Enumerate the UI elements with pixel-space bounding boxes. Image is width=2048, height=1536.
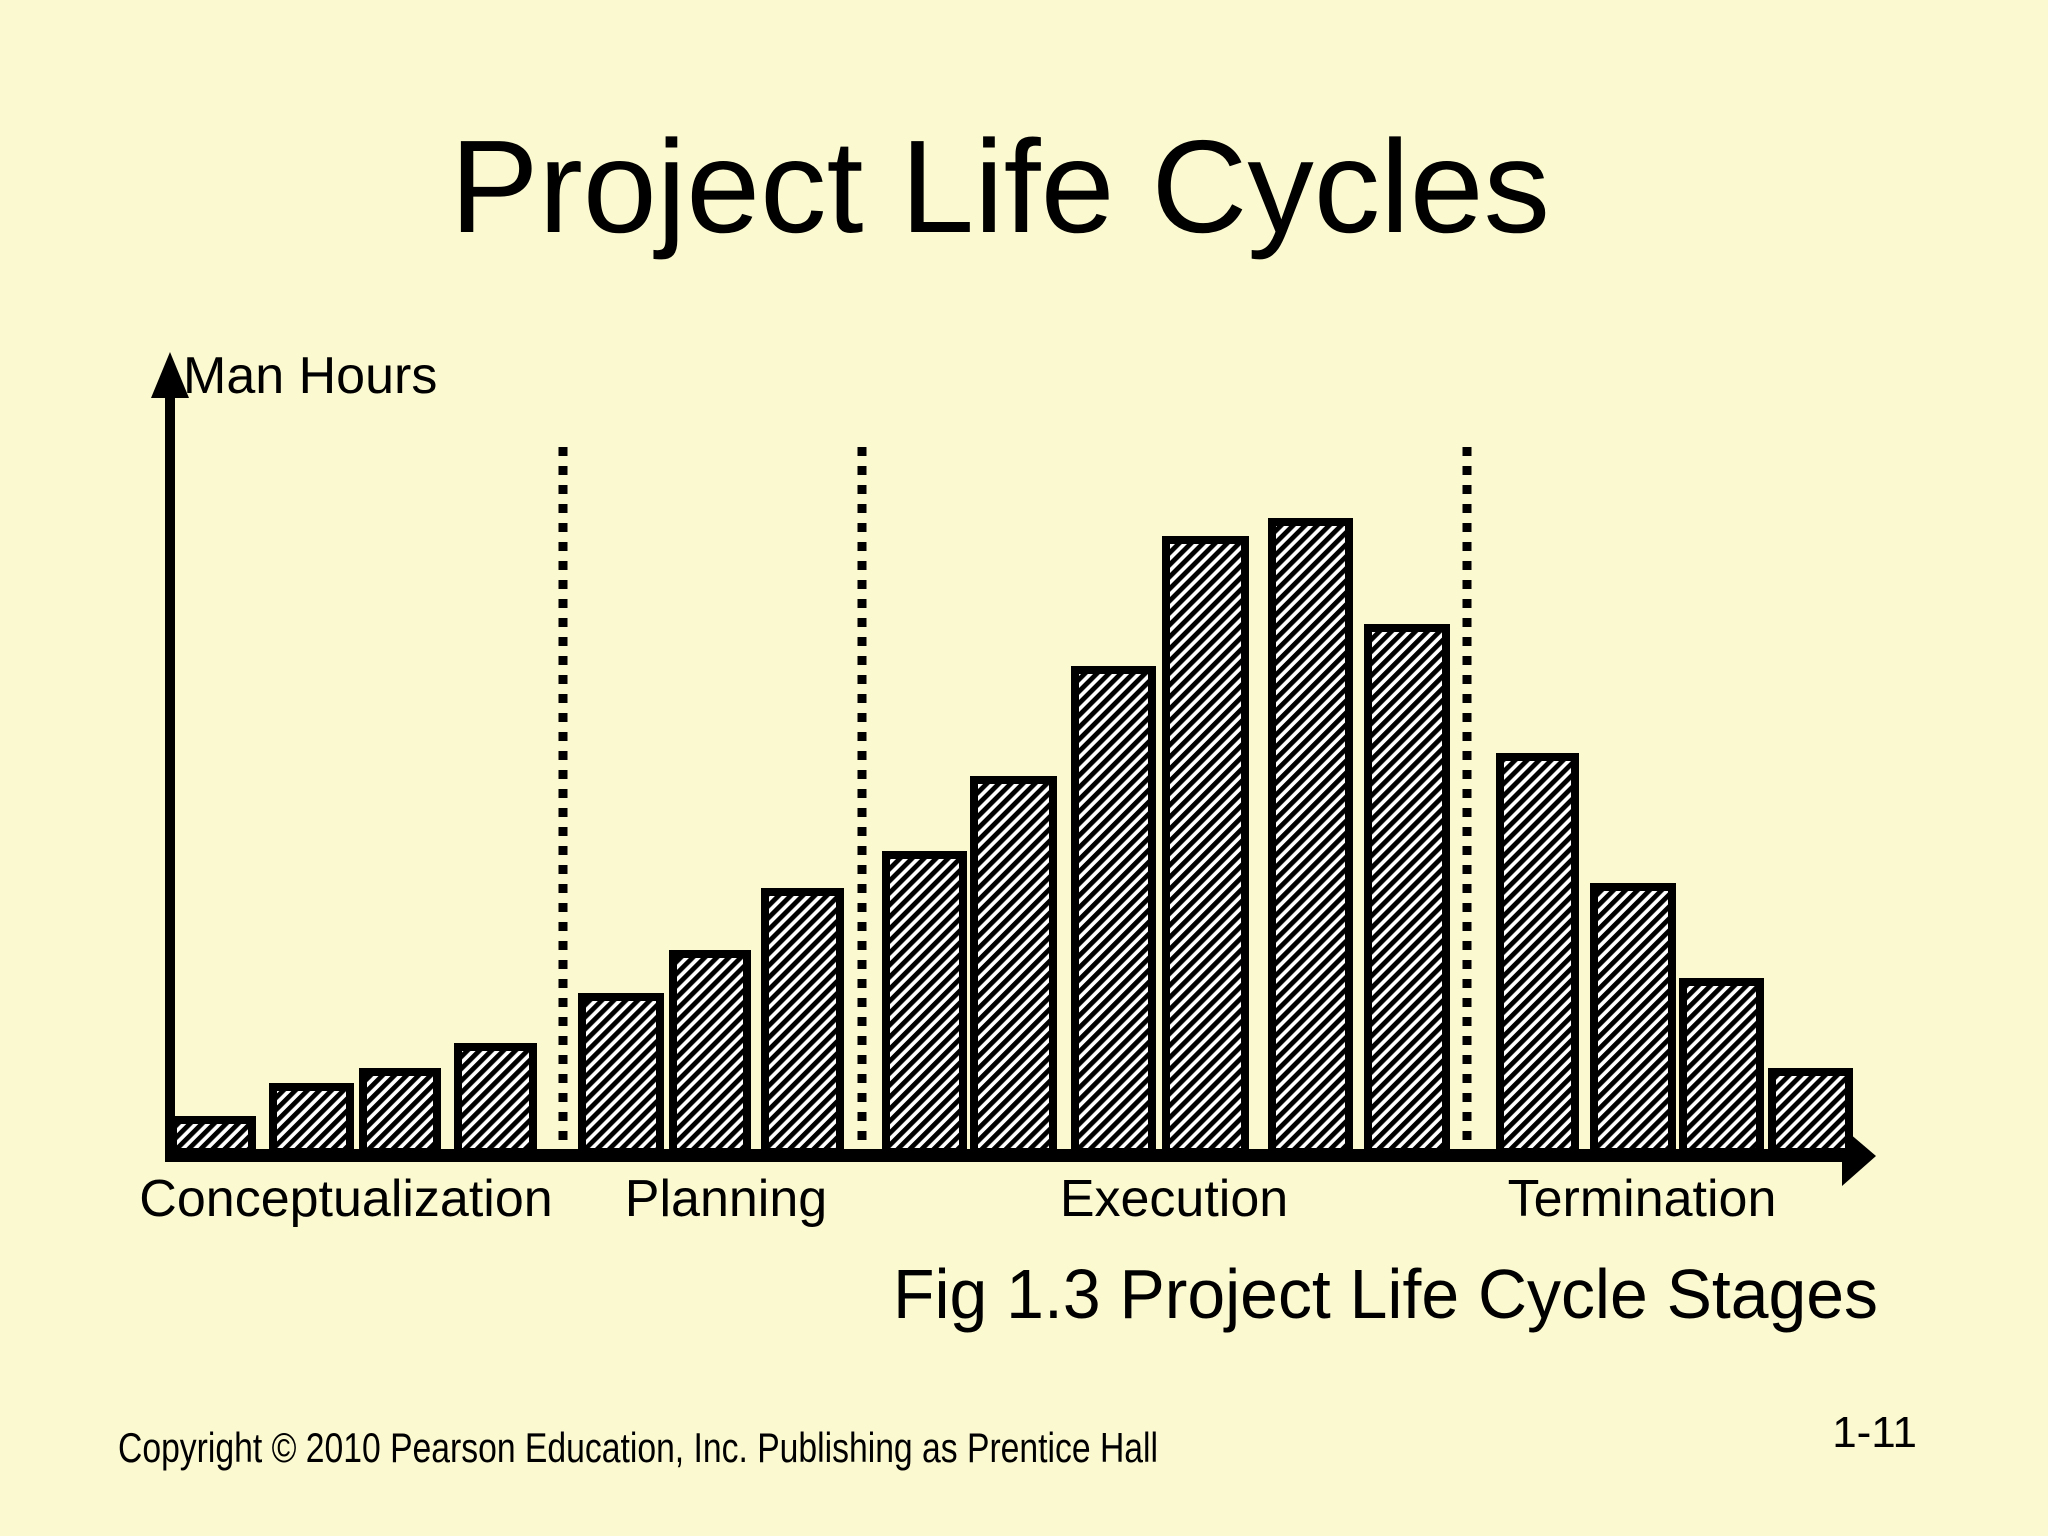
figure-caption: Fig 1.3 Project Life Cycle Stages xyxy=(893,1255,1878,1333)
bar-execution xyxy=(1071,666,1156,1156)
stage-label-conceptualization: Conceptualization xyxy=(139,1170,552,1228)
bar-conceptualization xyxy=(359,1068,441,1156)
stage-dividers xyxy=(558,447,1472,1152)
bar-planning xyxy=(761,888,844,1156)
page-title: Project Life Cycles xyxy=(450,113,1550,260)
bar-conceptualization xyxy=(169,1116,256,1156)
stage-label-termination: Termination xyxy=(1508,1170,1777,1228)
bar-execution xyxy=(1364,624,1450,1156)
bar-execution xyxy=(970,776,1057,1156)
bar-conceptualization xyxy=(269,1083,354,1156)
y-axis-line xyxy=(165,392,175,1160)
bar-series xyxy=(169,518,1853,1156)
stage-label-planning: Planning xyxy=(625,1170,827,1228)
bar-execution xyxy=(882,851,967,1156)
bar-termination xyxy=(1679,978,1764,1156)
bar-termination xyxy=(1768,1068,1853,1156)
copyright-text: Copyright © 2010 Pearson Education, Inc.… xyxy=(118,1424,1158,1471)
y-axis-arrow-icon xyxy=(151,352,189,398)
bar-conceptualization xyxy=(454,1043,537,1156)
bar-execution xyxy=(1162,536,1249,1156)
stage-label-execution: Execution xyxy=(1060,1170,1288,1228)
bar-planning xyxy=(578,993,664,1156)
bar-planning xyxy=(669,950,751,1156)
bar-execution xyxy=(1268,518,1353,1156)
page-number: 1-11 xyxy=(1832,1408,1917,1457)
y-axis-label: Man Hours xyxy=(183,347,437,405)
bar-termination xyxy=(1590,883,1676,1156)
bar-termination xyxy=(1496,753,1579,1156)
stage-labels: Conceptualization Planning Execution Termin… xyxy=(139,1170,1776,1228)
y-axis xyxy=(151,352,189,1160)
